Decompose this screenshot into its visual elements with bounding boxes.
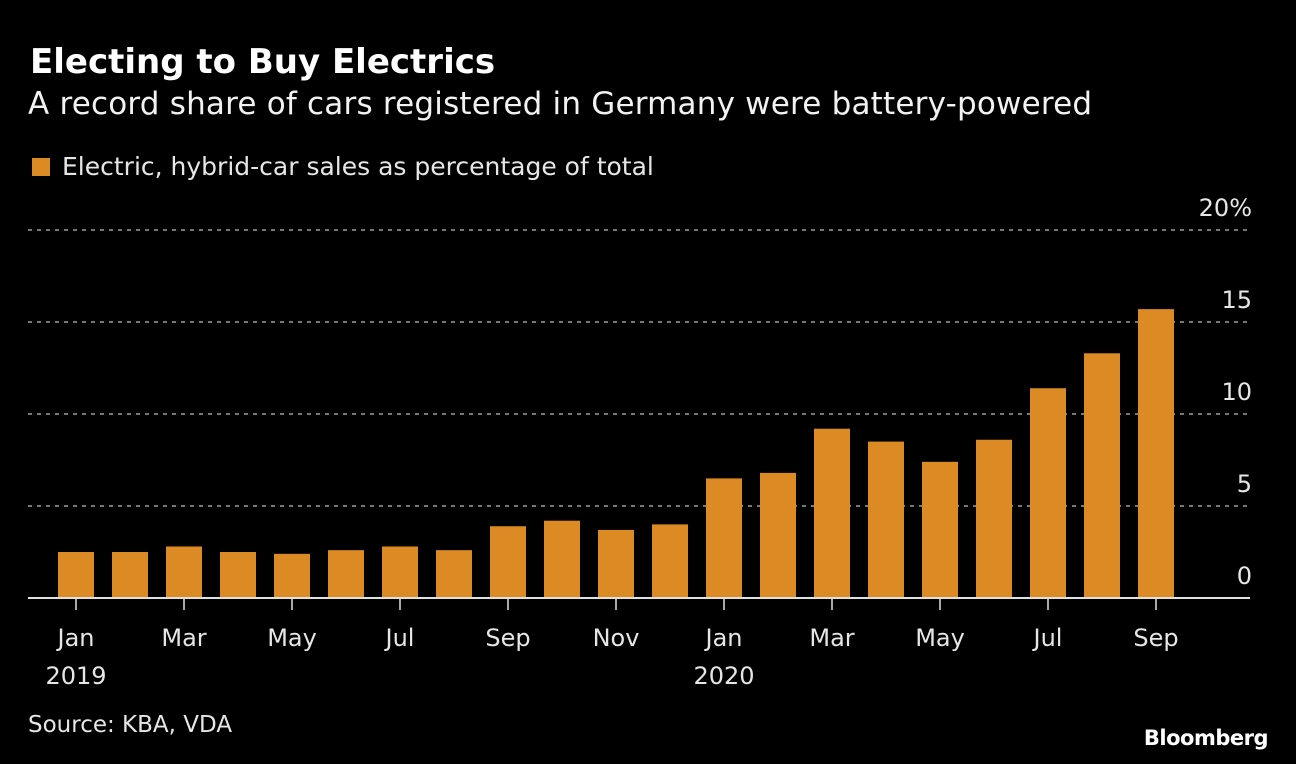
x-tick-label: Jul	[384, 624, 415, 652]
bar	[1084, 353, 1120, 598]
y-axis-labels: 0 5 10 15 20%	[1199, 194, 1252, 590]
bar	[112, 552, 148, 598]
bar	[868, 441, 904, 598]
bar	[706, 478, 742, 598]
bar	[760, 472, 796, 598]
x-tick-year-label: 2019	[45, 662, 106, 690]
bar	[598, 529, 634, 598]
bar	[922, 461, 958, 598]
bar	[814, 428, 850, 598]
x-tick-label: Mar	[161, 624, 206, 652]
bar	[274, 553, 310, 598]
bar	[328, 550, 364, 598]
legend: Electric, hybrid-car sales as percentage…	[32, 152, 654, 181]
x-tick-label: Mar	[809, 624, 854, 652]
x-tick-label: Sep	[485, 624, 530, 652]
legend-swatch	[32, 157, 50, 176]
x-tick-label: Sep	[1133, 624, 1178, 652]
bar	[166, 546, 202, 598]
chart-subtitle: A record share of cars registered in Ger…	[28, 86, 1093, 122]
brand-logo: Bloomberg	[1143, 726, 1269, 750]
x-tick-label: May	[267, 624, 317, 652]
bar	[490, 526, 526, 598]
bar	[976, 439, 1012, 598]
chart-title: Electing to Buy Electrics	[30, 42, 496, 82]
y-tick-label: 5	[1237, 470, 1252, 498]
x-tick-year-label: 2020	[693, 662, 754, 690]
y-tick-label: 20%	[1199, 194, 1252, 222]
x-axis: Jan 2019 Mar May Jul Sep Nov Jan 2020 Mar May Jul Se…	[28, 597, 1250, 690]
y-tick-label: 15	[1221, 286, 1252, 314]
x-tick-label: Nov	[593, 624, 640, 652]
bar	[1138, 309, 1174, 598]
y-tick-label: 0	[1237, 562, 1252, 590]
bar	[220, 552, 256, 598]
bar	[382, 546, 418, 598]
bar	[436, 550, 472, 598]
x-tick-label: Jan	[56, 624, 95, 652]
bar	[58, 552, 94, 598]
bar	[652, 524, 688, 598]
bars	[58, 309, 1174, 598]
source-note: Source: KBA, VDA	[28, 712, 233, 738]
gridlines	[28, 229, 1250, 507]
bar	[544, 520, 580, 598]
legend-label: Electric, hybrid-car sales as percentage…	[62, 152, 654, 181]
y-tick-label: 10	[1221, 378, 1252, 406]
bar	[1030, 388, 1066, 598]
x-tick-label: Jan	[704, 624, 743, 652]
x-tick-label: May	[915, 624, 965, 652]
x-tick-label: Jul	[1032, 624, 1063, 652]
